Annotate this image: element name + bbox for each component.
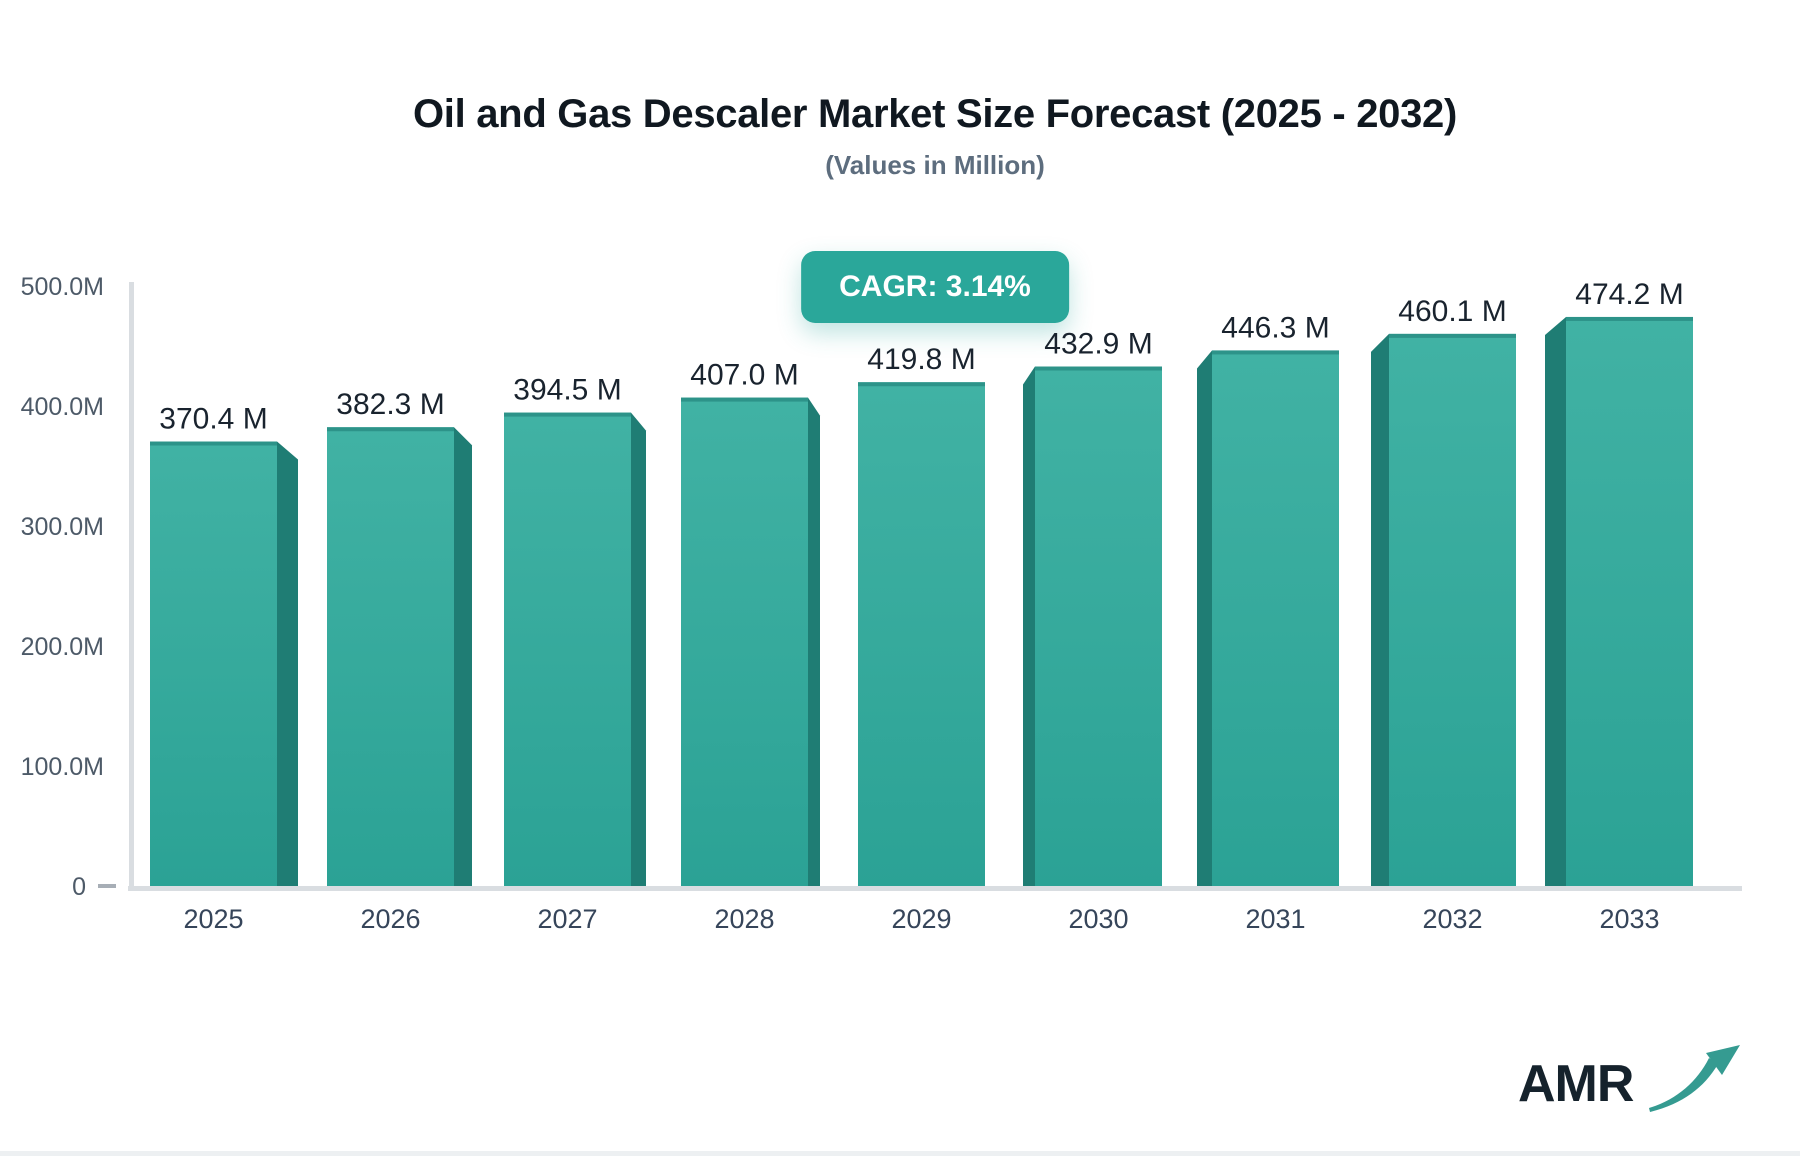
- bar: [1197, 350, 1339, 886]
- bar-top-edge: [1035, 366, 1162, 371]
- bar: [1545, 316, 1693, 887]
- y-tick-label: 100.0M: [21, 753, 104, 781]
- bar: [1023, 366, 1162, 886]
- trend-up-arrow-icon: [1649, 1045, 1740, 1112]
- bar-front-face: [504, 412, 631, 886]
- bar-value-label: 419.8 M: [867, 343, 975, 376]
- bar: [1371, 333, 1516, 886]
- amr-logo: AMR: [1518, 1040, 1740, 1130]
- bar-top-edge: [1212, 350, 1339, 355]
- bar-side-face: [277, 441, 298, 886]
- x-tick-label: 2029: [891, 904, 951, 934]
- y-tick-label: 500.0M: [21, 273, 104, 301]
- bar-side-face: [631, 412, 646, 886]
- x-tick-label: 2030: [1068, 904, 1128, 934]
- bar-value-label: 394.5 M: [513, 374, 621, 407]
- bar-front-face: [1212, 350, 1339, 886]
- bar-side-face: [454, 427, 472, 886]
- x-tick-label: 2026: [360, 904, 420, 934]
- bar-side-face: [808, 397, 820, 886]
- y-axis-line: [129, 282, 134, 886]
- bar-front-face: [1389, 333, 1516, 886]
- bar-side-face: [1197, 350, 1212, 886]
- bar-top-edge: [1389, 333, 1516, 338]
- x-tick-label: 2027: [537, 904, 597, 934]
- bar-front-face: [327, 427, 454, 886]
- bar-side-face: [1371, 333, 1389, 886]
- bar-top-edge: [681, 397, 808, 402]
- bar-top-edge: [504, 412, 631, 417]
- bar-value-label: 446.3 M: [1221, 311, 1329, 344]
- y-tick-label: 400.0M: [21, 393, 104, 421]
- x-tick-label: 2031: [1245, 904, 1305, 934]
- bar-front-face: [150, 441, 277, 886]
- bar-value-label: 460.1 M: [1398, 295, 1506, 328]
- bar: [504, 412, 646, 886]
- bar-side-face: [1545, 316, 1566, 887]
- bar-front-face: [858, 382, 985, 886]
- bar: [150, 441, 298, 886]
- chart-title: Oil and Gas Descaler Market Size Forecas…: [412, 92, 1458, 136]
- bar-front-face: [1035, 366, 1162, 886]
- y-tick-label: 200.0M: [21, 633, 104, 661]
- bar-front-face: [681, 397, 808, 886]
- chart-subtitle: (Values in Million): [825, 150, 1045, 180]
- x-tick-label: 2033: [1599, 904, 1659, 934]
- bar-value-label: 474.2 M: [1575, 278, 1683, 311]
- bar-value-label: 370.4 M: [159, 403, 267, 436]
- x-tick-label: 2028: [714, 904, 774, 934]
- bar: [327, 427, 472, 886]
- bar-value-label: 407.0 M: [690, 359, 798, 392]
- zero-tick-dash: [98, 884, 116, 888]
- bar-front-face: [1566, 316, 1693, 887]
- labels: 370.4 M 2025 382.3 M 2026 394.5 M 2027 407.0 M…: [159, 278, 1683, 934]
- y-tick-label: 0: [72, 873, 86, 901]
- bar-top-edge: [858, 382, 985, 387]
- bar-side-face: [1023, 366, 1035, 886]
- amr-logo-text: AMR: [1518, 1055, 1634, 1113]
- y-tick-label: 300.0M: [21, 513, 104, 541]
- bar-value-label: 432.9 M: [1044, 328, 1152, 361]
- x-tick-label: 2032: [1422, 904, 1482, 934]
- bar-value-label: 382.3 M: [336, 388, 444, 421]
- bar-top-edge: [327, 427, 454, 432]
- bar-top-edge: [1566, 316, 1693, 321]
- x-tick-label: 2025: [183, 904, 243, 934]
- bar: [681, 397, 820, 886]
- bar: [858, 382, 985, 886]
- axes: 0 100.0M 200.0M 300.0M 400.0M 500.0M: [21, 273, 1742, 901]
- bars: [150, 316, 1693, 887]
- bar-top-edge: [150, 441, 277, 446]
- cagr-badge: CAGR: 3.14%: [801, 251, 1069, 323]
- x-axis-line: [128, 886, 1742, 891]
